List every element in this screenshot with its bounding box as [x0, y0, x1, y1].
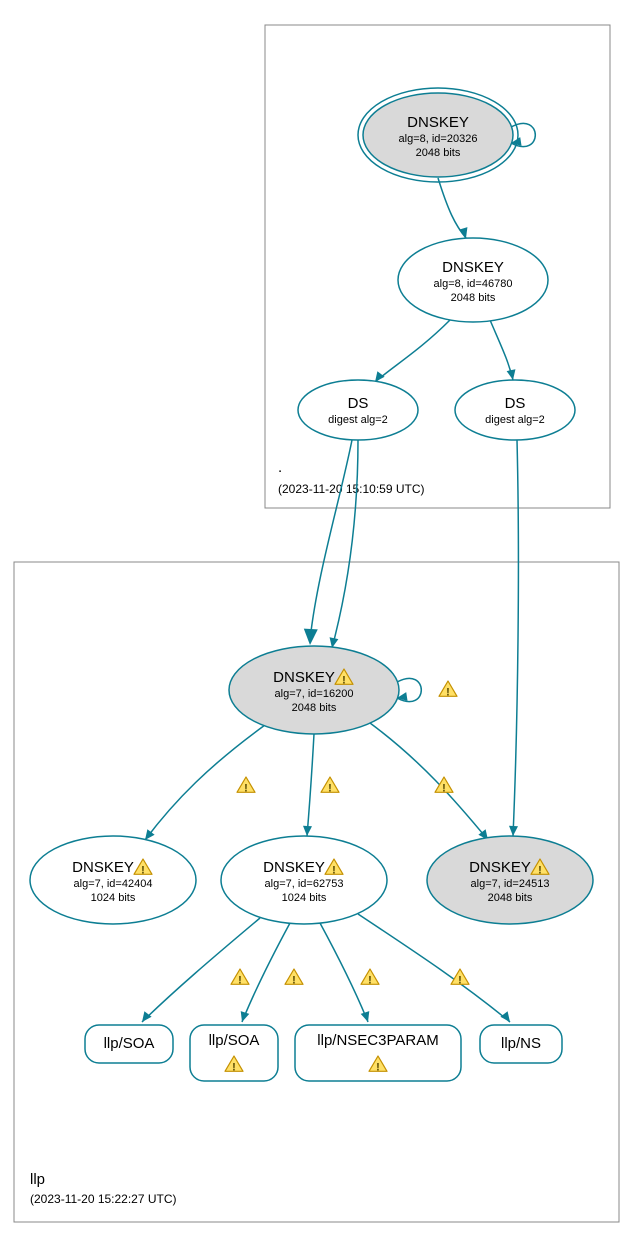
node-sub1: alg=7, id=42404 — [74, 878, 153, 890]
edge-root_ksk-root_zsk — [438, 178, 467, 238]
edge-ds1-llp_ksk — [304, 440, 352, 645]
svg-text:!: ! — [538, 864, 542, 876]
node-sub2: 2048 bits — [451, 292, 496, 304]
node-root_zsk[interactable]: DNSKEY alg=8, id=46780 2048 bits — [398, 238, 548, 322]
svg-text:!: ! — [368, 974, 372, 986]
edge-root_zsk-ds2 — [490, 320, 515, 380]
svg-text:!: ! — [328, 782, 332, 794]
node-sub2: 1024 bits — [282, 892, 327, 904]
node-ds2[interactable]: DS digest alg=2 — [455, 380, 575, 440]
node-title: DNSKEY — [407, 114, 469, 131]
svg-text:!: ! — [232, 1061, 236, 1073]
node-title: DNSKEY — [263, 859, 325, 876]
node-llp_k2[interactable]: DNSKEY! alg=7, id=62753 1024 bits — [221, 836, 387, 924]
svg-text:!: ! — [141, 864, 145, 876]
node-sub2: 2048 bits — [416, 147, 461, 159]
node-title: llp/NS — [501, 1035, 541, 1052]
zone-timestamp: (2023-11-20 15:22:27 UTC) — [30, 1192, 177, 1206]
node-title: DS — [505, 395, 526, 412]
node-sub2: 1024 bits — [91, 892, 136, 904]
node-rr_ns[interactable]: llp/NS — [480, 1025, 562, 1063]
svg-text:!: ! — [376, 1061, 380, 1073]
edge-llp_k2-rr_soa1 — [142, 918, 260, 1022]
node-sub1: alg=7, id=24513 — [471, 878, 550, 890]
node-root_ksk[interactable]: DNSKEY alg=8, id=20326 2048 bits — [358, 88, 518, 182]
node-ds1[interactable]: DS digest alg=2 — [298, 380, 418, 440]
edge-llp_ksk-llp_k2 — [303, 734, 314, 836]
node-rr_soa2[interactable]: llp/SOA! — [190, 1025, 278, 1081]
node-title: DNSKEY — [72, 859, 134, 876]
svg-text:!: ! — [238, 974, 242, 986]
node-rr_nsec3[interactable]: llp/NSEC3PARAM! — [295, 1025, 461, 1081]
zone-timestamp: (2023-11-20 15:10:59 UTC) — [278, 482, 425, 496]
nodes-layer: DNSKEY alg=8, id=20326 2048 bits DNSKEY alg=… — [30, 88, 593, 1081]
node-llp_k3[interactable]: DNSKEY! alg=7, id=24513 2048 bits — [427, 836, 593, 924]
node-title: DS — [348, 395, 369, 412]
node-sub1: digest alg=2 — [485, 414, 545, 426]
svg-text:!: ! — [244, 782, 248, 794]
node-title: llp/SOA — [104, 1035, 155, 1052]
svg-text:!: ! — [458, 974, 462, 986]
edge-llp_ksk-llp_k3 — [370, 723, 488, 840]
node-sub2: 2048 bits — [488, 892, 533, 904]
node-sub1: alg=8, id=46780 — [434, 278, 513, 290]
node-llp_ksk[interactable]: DNSKEY! alg=7, id=16200 2048 bits — [229, 646, 399, 734]
edge-llp_ksk-llp_ksk — [397, 678, 421, 701]
edge-root_zsk-ds1 — [375, 320, 450, 382]
node-sub2: 2048 bits — [292, 702, 337, 714]
node-sub1: alg=7, id=16200 — [275, 688, 354, 700]
node-sub1: alg=8, id=20326 — [399, 133, 478, 145]
svg-text:!: ! — [446, 686, 450, 698]
node-sub1: alg=7, id=62753 — [265, 878, 344, 890]
node-llp_k1[interactable]: DNSKEY! alg=7, id=42404 1024 bits — [30, 836, 196, 924]
node-title: llp/NSEC3PARAM — [317, 1032, 438, 1049]
node-rr_soa1[interactable]: llp/SOA — [85, 1025, 173, 1063]
edge-ds1-llp_ksk — [330, 440, 358, 648]
node-title: llp/SOA — [209, 1032, 260, 1049]
edge-llp_k2-rr_soa2 — [241, 923, 290, 1022]
node-title: DNSKEY — [442, 259, 504, 276]
node-title: DNSKEY — [469, 859, 531, 876]
edge-llp_k2-rr_nsec3 — [320, 923, 369, 1022]
node-sub1: digest alg=2 — [328, 414, 388, 426]
zone-title: . — [278, 459, 282, 476]
node-title: DNSKEY — [273, 669, 335, 686]
svg-text:!: ! — [442, 782, 446, 794]
edge-root_ksk-root_ksk — [511, 123, 535, 146]
edge-ds2-llp_k3 — [509, 440, 518, 836]
zone-title: llp — [30, 1171, 45, 1188]
edge-llp_k2-rr_ns — [358, 914, 510, 1022]
svg-text:!: ! — [292, 974, 296, 986]
svg-text:!: ! — [332, 864, 336, 876]
svg-text:!: ! — [342, 674, 346, 686]
